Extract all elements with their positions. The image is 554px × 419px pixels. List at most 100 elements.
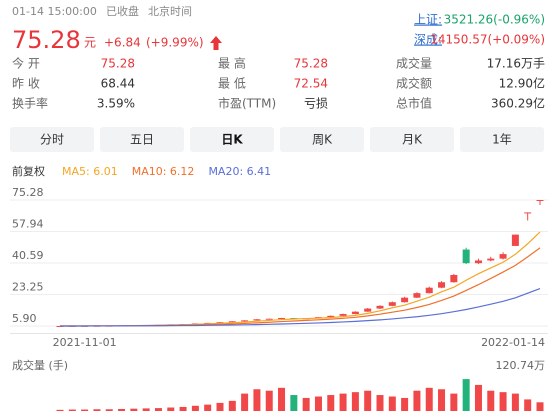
legend-entry: MA20: 6.41 xyxy=(208,165,271,178)
volume-bar xyxy=(351,392,359,411)
volume-bar xyxy=(314,396,322,411)
ma-line xyxy=(59,231,541,327)
candle-body xyxy=(474,260,482,264)
volume-bar xyxy=(56,409,64,411)
candle-body xyxy=(511,234,519,246)
volume-bar xyxy=(425,387,433,411)
volume-bar xyxy=(376,395,384,411)
legend-entry: MA5: 6.01 xyxy=(62,165,118,178)
index-name[interactable]: 上证: xyxy=(414,13,442,27)
candle-body xyxy=(450,274,458,283)
stat-value: 3.59% xyxy=(97,97,135,111)
price-unit: 元 xyxy=(84,36,96,50)
volume-bar xyxy=(511,393,519,411)
volume-bar xyxy=(93,409,101,411)
candle-body xyxy=(351,311,359,315)
volume-bar xyxy=(462,379,470,411)
candle-body xyxy=(499,254,507,259)
stat-label: 最 高 xyxy=(218,56,246,71)
volume-bar xyxy=(524,399,532,411)
stat-value: 17.16万手 xyxy=(487,57,545,71)
volume-bar xyxy=(68,409,76,411)
adjust-label: 前复权 xyxy=(12,164,45,178)
candle-body xyxy=(364,308,372,312)
volume-bar xyxy=(204,404,212,411)
volume-bar xyxy=(167,407,175,411)
stat-label: 换手率 xyxy=(12,96,48,111)
tab[interactable] xyxy=(10,127,94,152)
volume-bar xyxy=(118,408,126,411)
candle-body xyxy=(425,287,433,294)
legend-entry: MA10: 6.12 xyxy=(132,165,195,178)
candle-body xyxy=(253,319,261,321)
volume-label: 成交量 (手) xyxy=(12,358,68,372)
tab-label[interactable]: 1年 xyxy=(492,133,512,147)
candle-body xyxy=(265,318,273,320)
tab-label[interactable]: 周K xyxy=(312,133,333,147)
candle-body xyxy=(524,212,532,214)
index-name[interactable]: 深成: xyxy=(414,33,442,47)
up-arrow xyxy=(210,36,222,50)
tab[interactable] xyxy=(100,127,184,152)
volume-bar xyxy=(191,405,199,411)
volume-bar xyxy=(228,400,236,411)
tab[interactable] xyxy=(280,127,364,152)
volume-bar xyxy=(487,390,495,411)
change-percent: (+9.99%) xyxy=(146,36,204,50)
stat-value: 72.54 xyxy=(294,77,328,91)
volume-bar xyxy=(499,392,507,411)
volume-bar xyxy=(474,384,482,411)
volume-bar xyxy=(364,390,372,411)
candle-body xyxy=(56,326,64,328)
time: 01-14 15:00:00 xyxy=(12,5,97,18)
index-value: 3521.26(-0.96%) xyxy=(444,13,545,27)
stat-label: 成交额 xyxy=(396,76,432,91)
volume-tick-label: 120.74万 xyxy=(496,359,546,372)
stat-label: 市盈(TTM) xyxy=(218,96,276,111)
candle-body xyxy=(388,302,396,306)
volume-bar xyxy=(413,390,421,411)
volume-bar xyxy=(327,395,335,411)
tab-label[interactable]: 五日 xyxy=(130,133,154,147)
tab[interactable] xyxy=(460,127,544,152)
stat-label: 今 开 xyxy=(12,56,40,71)
stat-label: 总市值 xyxy=(396,96,432,111)
candle-body xyxy=(401,297,409,303)
volume-bar xyxy=(216,402,224,411)
candle-body xyxy=(487,258,495,261)
stat-value: 75.28 xyxy=(101,57,135,71)
candle-body xyxy=(216,322,224,324)
volume-bar xyxy=(290,395,298,411)
volume-bar xyxy=(154,408,162,411)
volume-bar xyxy=(241,393,249,411)
volume-bar xyxy=(536,402,544,411)
tab-label[interactable]: 月K xyxy=(402,133,423,147)
axis-line xyxy=(10,333,548,334)
tab-label[interactable]: 日K xyxy=(221,133,243,147)
change: +6.84 xyxy=(104,36,141,50)
stat-value: 360.29亿 xyxy=(491,96,545,111)
tab-label[interactable]: 分时 xyxy=(40,133,64,147)
volume-bar xyxy=(438,389,446,411)
tab[interactable] xyxy=(370,127,454,152)
y-tick-label: 75.28 xyxy=(12,186,44,199)
x-tick-label: 2021-11-01 xyxy=(53,336,117,349)
volume-bar xyxy=(130,408,138,411)
stat-value: 68.44 xyxy=(101,77,135,91)
candle-body xyxy=(278,318,286,320)
volume-bar xyxy=(253,389,261,411)
stat-value: 亏损 xyxy=(304,97,328,111)
stat-label: 最 低 xyxy=(218,77,246,91)
volume-bar xyxy=(105,409,113,411)
candle-body xyxy=(339,314,347,316)
volume-bar xyxy=(388,396,396,411)
x-tick-label: 2022-01-14 xyxy=(481,336,545,349)
volume-bar xyxy=(265,390,273,411)
stat-value: 12.90亿 xyxy=(499,76,545,91)
volume-bar xyxy=(339,393,347,411)
volume-bar xyxy=(278,387,286,411)
candle-body xyxy=(438,282,446,288)
tab[interactable] xyxy=(190,127,274,152)
ma-line xyxy=(59,288,541,327)
